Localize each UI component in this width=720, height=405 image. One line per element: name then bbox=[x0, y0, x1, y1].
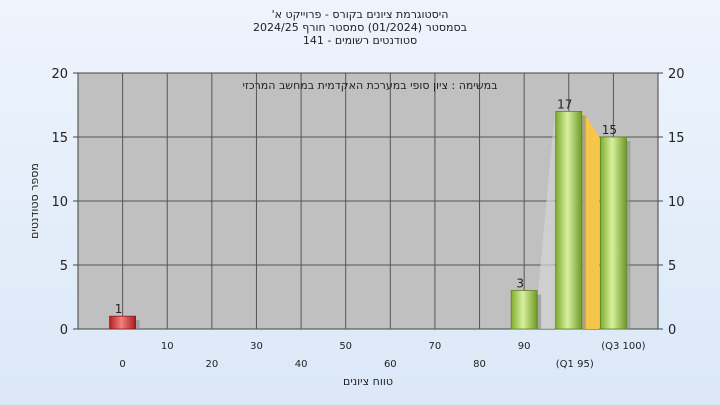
bar-value-label: 15 bbox=[602, 123, 617, 137]
y-tick-right: 5 bbox=[668, 259, 676, 274]
bar-95 bbox=[555, 111, 583, 330]
y-tick-left: 10 bbox=[51, 195, 68, 210]
x-tick-upper: 30 bbox=[250, 341, 263, 352]
x-tick-lower: 80 bbox=[473, 359, 486, 370]
x-tick-upper: (Q3 100) bbox=[601, 341, 645, 352]
quartile-band bbox=[538, 111, 600, 330]
x-tick-lower: 20 bbox=[205, 359, 218, 370]
bar-value-label: 1 bbox=[115, 302, 123, 316]
x-tick-lower: 40 bbox=[295, 359, 308, 370]
bars-group: 1 3 17 15 bbox=[109, 97, 631, 330]
x-tick-upper: 10 bbox=[161, 341, 174, 352]
bar-90 bbox=[510, 290, 538, 330]
trend-wedge bbox=[538, 111, 555, 330]
chart-title-line-1: היסטוגרמת ציונים בקורס - פרוייקט א' bbox=[271, 8, 449, 21]
axes-group: 0 0 5 5 10 10 15 15 20 20 10 30 50 70 90 (Q3 100) 0 20 40 6… bbox=[51, 67, 684, 370]
x-tick-upper: 50 bbox=[339, 341, 352, 352]
x-tick-lower: (Q1 95) bbox=[556, 359, 594, 370]
bar-value-label: 17 bbox=[557, 97, 572, 111]
y-axis-label: מספר סטודנטים bbox=[28, 163, 41, 239]
x-tick-lower: 60 bbox=[384, 359, 397, 370]
x-tick-upper: 70 bbox=[429, 341, 442, 352]
chart-title-line-3: סטודנטים רשומים - 141 bbox=[302, 34, 418, 47]
quartile-range-band bbox=[582, 111, 600, 330]
y-tick-right: 0 bbox=[668, 323, 676, 338]
y-tick-left: 20 bbox=[51, 67, 68, 82]
bar-100 bbox=[599, 136, 627, 330]
x-tick-upper: 90 bbox=[518, 341, 531, 352]
chart-annotation: במשימה : ציון סופי במערכת האקדמית במחשב … bbox=[243, 79, 498, 92]
bar-0 bbox=[109, 315, 137, 330]
y-tick-right: 15 bbox=[668, 131, 685, 146]
y-tick-left: 15 bbox=[51, 131, 68, 146]
bar-value-label: 3 bbox=[516, 277, 524, 291]
y-tick-left: 5 bbox=[60, 259, 68, 274]
y-tick-left: 0 bbox=[60, 323, 68, 338]
chart-title-line-2: בסמסטר (01/2024) סמסטר חורף 2024/25 bbox=[253, 21, 467, 34]
y-tick-right: 10 bbox=[668, 195, 685, 210]
y-tick-right: 20 bbox=[668, 67, 685, 82]
x-axis-label: טווח ציונים bbox=[343, 375, 393, 388]
x-tick-lower: 0 bbox=[119, 359, 125, 370]
